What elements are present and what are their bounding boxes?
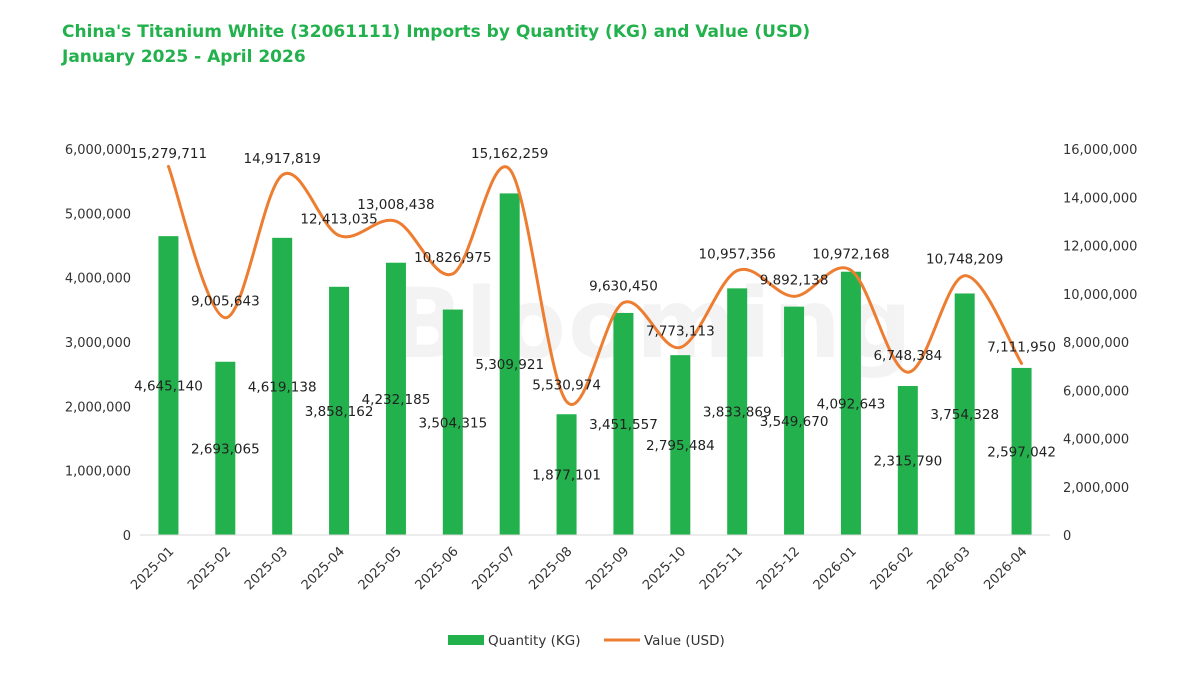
- left-axis-tick-label: 6,000,000: [65, 143, 131, 158]
- bar-data-label: 2,597,042: [987, 444, 1056, 460]
- line-data-label: 10,826,975: [414, 250, 491, 266]
- x-axis-tick-label: 2025-07: [469, 544, 518, 593]
- left-axis-tick-label: 2,000,000: [65, 400, 131, 415]
- bar-data-label: 4,092,643: [817, 396, 886, 412]
- legend-label-quantity: Quantity (KG): [488, 633, 580, 649]
- bar-data-label: 3,549,670: [760, 414, 829, 430]
- right-axis-tick-label: 10,000,000: [1063, 288, 1137, 303]
- bar: [442, 309, 463, 535]
- right-axis: 0 2,000,000 4,000,000 6,000,000 8,000,000 10,…: [1063, 143, 1137, 544]
- bar-data-label: 4,232,185: [362, 392, 431, 408]
- bar: [727, 288, 748, 535]
- left-axis-tick-label: 5,000,000: [65, 207, 131, 222]
- line-data-label: 9,630,450: [589, 279, 658, 295]
- left-axis-tick-label: 0: [123, 529, 131, 544]
- x-axis-tick-label: 2025-01: [128, 544, 177, 593]
- bar-data-label: 4,619,138: [248, 379, 317, 395]
- x-axis-tick-label: 2025-03: [242, 544, 291, 593]
- bar-data-label: 3,833,869: [703, 405, 772, 421]
- left-axis-tick-label: 3,000,000: [65, 336, 131, 351]
- right-axis-tick-label: 14,000,000: [1063, 191, 1137, 206]
- line-data-label: 9,005,643: [191, 294, 260, 310]
- x-axis-tick-label: 2025-05: [356, 544, 405, 593]
- left-axis-tick-label: 1,000,000: [65, 465, 131, 480]
- bar: [158, 236, 179, 535]
- bar-data-label: 4,645,140: [134, 379, 203, 395]
- bar-data-label: 1,877,101: [532, 468, 601, 484]
- line-data-label: 14,917,819: [244, 151, 321, 167]
- right-axis-tick-label: 16,000,000: [1063, 143, 1137, 158]
- line-data-label: 10,972,168: [812, 246, 889, 262]
- line-data-label: 10,748,209: [926, 252, 1003, 268]
- bar-data-label: 2,693,065: [191, 441, 260, 457]
- bar-data-label: 3,754,328: [930, 407, 999, 423]
- line-data-label: 7,111,950: [987, 339, 1056, 355]
- legend-label-value: Value (USD): [644, 633, 725, 649]
- bar-data-label: 2,315,790: [873, 454, 942, 470]
- bar: [215, 361, 236, 535]
- right-axis-tick-label: 8,000,000: [1063, 336, 1129, 351]
- bar: [613, 312, 634, 535]
- chart-subtitle: January 2025 - April 2026: [62, 47, 306, 67]
- x-axis-tick-label: 2025-11: [697, 544, 746, 593]
- line-series-value: [166, 164, 1024, 406]
- right-axis-tick-label: 6,000,000: [1063, 384, 1129, 399]
- x-axis-tick-label: 2025-02: [185, 544, 234, 593]
- title-block: China's Titanium White (32061111) Import…: [62, 20, 810, 70]
- x-axis-tick-label: 2025-12: [754, 544, 803, 593]
- bar: [272, 237, 293, 535]
- bar-data-label: 3,504,315: [418, 415, 487, 431]
- x-axis: 2025-01 2025-02 2025-03 2025-04 2025-05 2025-…: [128, 544, 1030, 593]
- right-axis-tick-label: 4,000,000: [1063, 433, 1129, 448]
- right-axis-tick-label: 2,000,000: [1063, 481, 1129, 496]
- line-data-label: 13,008,438: [357, 197, 434, 213]
- bar-data-label: 3,858,162: [305, 404, 374, 420]
- line-data-label: 7,773,113: [646, 323, 715, 339]
- bar: [897, 386, 918, 535]
- bar: [499, 193, 520, 535]
- x-axis-tick-label: 2026-01: [811, 544, 860, 593]
- bar-data-labels: 4,645,140 2,693,065 4,619,138 3,858,1624,23…: [134, 357, 1056, 483]
- x-axis-tick-label: 2025-10: [640, 544, 689, 593]
- x-axis-tick-label: 2026-03: [924, 544, 973, 593]
- line-data-label: 5,530,974: [532, 378, 601, 394]
- bar: [840, 271, 861, 535]
- line-data-label: 10,957,356: [699, 247, 776, 263]
- bar: [954, 293, 975, 535]
- left-axis-tick-label: 4,000,000: [65, 272, 131, 287]
- bar-series-quantity: [158, 193, 1032, 535]
- chart-title: China's Titanium White (32061111) Import…: [62, 22, 811, 42]
- right-axis-tick-label: 12,000,000: [1063, 240, 1137, 255]
- bar: [784, 306, 805, 535]
- right-axis-tick-label: 0: [1063, 529, 1071, 544]
- bar-data-label: 2,795,484: [646, 438, 715, 454]
- line-data-label: 6,748,384: [873, 348, 942, 364]
- bar: [385, 262, 406, 535]
- bar: [329, 286, 350, 535]
- bar: [556, 414, 577, 535]
- x-axis-tick-label: 2025-09: [583, 544, 632, 593]
- legend-swatch-quantity: [448, 635, 484, 645]
- legend: Quantity (KG) Value (USD): [448, 633, 725, 649]
- x-axis-tick-label: 2025-08: [526, 544, 575, 593]
- line-data-label: 15,279,711: [130, 146, 207, 162]
- bar-data-label: 3,451,557: [589, 417, 658, 433]
- line-data-labels: 15,279,7119,005,64314,917,81912,413,0351…: [130, 146, 1056, 394]
- x-axis-tick-label: 2025-06: [413, 544, 462, 593]
- left-axis: 0 1,000,000 2,000,000 3,000,000 4,000,000 5,0…: [65, 143, 131, 544]
- bar: [1011, 367, 1032, 535]
- bar: [670, 355, 691, 535]
- series-line-value: [166, 164, 1024, 406]
- line-data-label: 12,413,035: [300, 212, 377, 228]
- x-axis-tick-label: 2026-04: [981, 544, 1030, 593]
- bar-data-label: 5,309,921: [475, 357, 544, 373]
- x-axis-tick-label: 2025-04: [299, 544, 348, 593]
- line-data-label: 9,892,138: [760, 272, 829, 288]
- x-axis-tick-label: 2026-02: [868, 544, 917, 593]
- line-data-label: 15,162,259: [471, 146, 548, 162]
